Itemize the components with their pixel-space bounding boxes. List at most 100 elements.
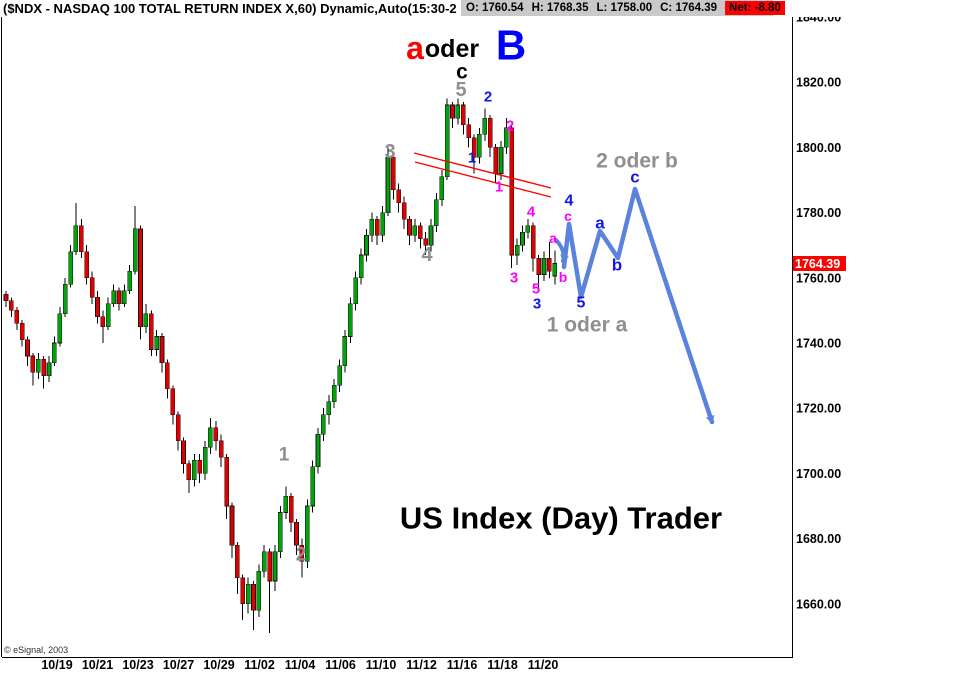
candle-body-up [57, 313, 63, 344]
y-axis-tick-label: 1700.00 [796, 467, 841, 481]
candle-body-down [138, 228, 143, 327]
x-axis-date-label: 10/23 [122, 658, 153, 672]
candle-body-down [229, 505, 235, 546]
wave-label[interactable]: a [406, 30, 424, 66]
candle-body-down [19, 323, 25, 341]
candle-body-down [186, 463, 192, 481]
open-readout: O: 1760.54 [466, 2, 524, 14]
y-axis-tick-label: 1780.00 [796, 206, 841, 220]
candle-body-up [192, 460, 197, 481]
candle-body-up [337, 365, 342, 386]
candle-body-down [218, 440, 224, 458]
candle-body-down [471, 137, 477, 158]
ohlc-readout: O: 1760.54 H: 1768.35 L: 1758.00 C: 1764… [461, 0, 785, 16]
wave-label[interactable]: 5 [532, 281, 540, 298]
candle-body-down [251, 583, 256, 611]
watermark-text[interactable]: US Index (Day) Trader [400, 501, 722, 536]
trendline[interactable] [413, 152, 552, 189]
candle-body-down [487, 117, 493, 148]
candle-body-down [3, 293, 9, 301]
wave-label[interactable]: 1 oder a [547, 314, 628, 337]
candle-body-up [428, 225, 434, 246]
x-axis-date-label: 11/06 [325, 658, 356, 672]
wave-label[interactable]: 5 [455, 79, 466, 101]
candlestick-series [3, 98, 558, 634]
candle-body-up [202, 447, 208, 474]
y-axis-tick-label: 1660.00 [796, 597, 841, 611]
candle-body-down [116, 290, 122, 305]
wave-label[interactable]: 4 [527, 204, 536, 221]
candle-body-up [541, 257, 547, 275]
close-readout: C: 1764.39 [660, 2, 718, 14]
candle-body-up [208, 427, 213, 448]
candle-body-down [9, 300, 14, 311]
wave-label[interactable]: oder [425, 35, 479, 63]
candle-body-down [79, 225, 84, 253]
wave-label[interactable]: b [559, 269, 568, 285]
wave-label[interactable]: a [595, 214, 605, 233]
candle-body-down [288, 495, 294, 523]
candle-body-up [315, 433, 321, 468]
last-price-value: 1764.39 [795, 257, 840, 271]
candle-body-down [148, 313, 154, 350]
candle-body-down [294, 521, 299, 546]
candle-body-down [181, 440, 186, 464]
candle-body-up [62, 284, 68, 314]
wave-label[interactable]: 4 [565, 193, 574, 210]
candle-body-up [477, 134, 482, 158]
candle-body-down [536, 257, 541, 275]
wave-label[interactable]: 2 [484, 89, 492, 106]
candle-body-up [504, 127, 509, 148]
wave-label[interactable]: 2 [506, 118, 514, 135]
chart-title: ($NDX - NASDAQ 100 TOTAL RETURN INDEX X,… [3, 1, 457, 16]
candle-body-down [407, 218, 412, 236]
copyright-text: © eSignal, 2003 [4, 645, 68, 655]
x-axis-date-label: 10/21 [82, 658, 113, 672]
candle-body-up [353, 277, 359, 305]
wave-label[interactable]: 2 oder b [596, 150, 678, 173]
projection-zigzag-arrow[interactable] [561, 186, 715, 425]
wave-label[interactable]: 2 [296, 545, 307, 566]
wave-label[interactable]: c [630, 168, 639, 187]
candle-body-down [299, 544, 305, 562]
plot-border [1, 0, 793, 658]
chart-window-titlebar: ($NDX - NASDAQ 100 TOTAL RETURN INDEX X,… [0, 0, 960, 17]
candle-body-up [127, 270, 133, 292]
wave-label[interactable]: 4 [421, 244, 433, 266]
y-axis-tick-label: 1680.00 [796, 532, 841, 546]
wave-label[interactable]: c [564, 208, 572, 224]
candle-body-down [89, 277, 95, 298]
candle-body-down [170, 388, 176, 416]
candle-body-up [525, 225, 531, 233]
candle-body-up [73, 225, 79, 253]
candle-body-down [374, 218, 380, 236]
candle-body-up [46, 362, 52, 376]
wave-label[interactable]: 3 [533, 296, 541, 313]
candle-body-down [84, 251, 89, 279]
wave-label[interactable]: 1 [279, 445, 290, 466]
candle-body-down [224, 456, 229, 507]
candle-body-down [396, 189, 402, 204]
candle-body-down [450, 104, 455, 119]
candle-body-up [261, 551, 267, 572]
chart-plot-area[interactable] [2, 17, 792, 657]
wave-label[interactable]: 1 [468, 150, 476, 167]
candle-body-down [175, 414, 181, 442]
wave-label[interactable]: 3 [510, 270, 518, 287]
y-axis-tick-label: 1800.00 [796, 141, 841, 155]
wave-label[interactable]: 1 [495, 179, 503, 196]
wave-label[interactable]: B [496, 22, 526, 69]
last-price-tag: 1764.39 [793, 255, 846, 271]
wave-label[interactable]: b [612, 256, 622, 275]
wave-label[interactable]: a [549, 230, 557, 246]
candle-body-up [111, 290, 116, 305]
candle-body-up [105, 303, 111, 328]
candle-body-down [240, 577, 246, 605]
wave-label[interactable]: 3 [384, 141, 395, 163]
trendline[interactable] [414, 161, 552, 198]
candle-body-up [380, 212, 385, 236]
wave-label[interactable]: 5 [577, 295, 586, 312]
candle-body-down [460, 104, 466, 125]
wave-label[interactable]: c [456, 61, 468, 84]
